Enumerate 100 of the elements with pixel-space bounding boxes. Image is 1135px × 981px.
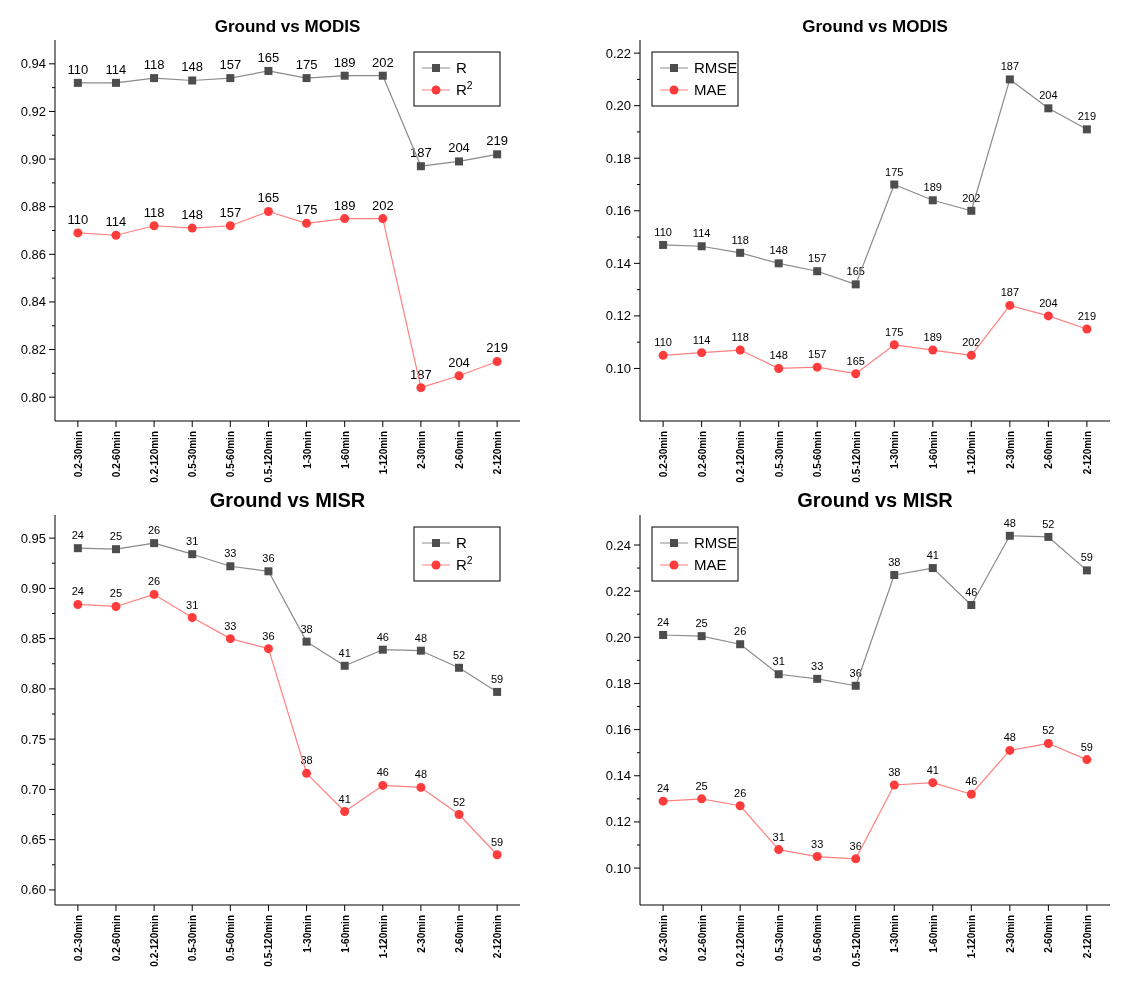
point xyxy=(492,356,502,366)
annotation: 148 xyxy=(181,207,204,223)
annotation: 219 xyxy=(1077,110,1097,123)
annotation: 189 xyxy=(923,331,942,344)
point xyxy=(188,76,197,85)
annotation: 202 xyxy=(371,197,394,213)
point xyxy=(416,162,425,171)
x-tick-label: 1-120min xyxy=(966,915,978,959)
x-tick-label: 2-60min xyxy=(1043,431,1055,469)
point xyxy=(73,78,82,87)
y-tick-label: 0.12 xyxy=(605,814,631,830)
point xyxy=(378,214,388,224)
annotation: 219 xyxy=(1077,310,1097,323)
annotation: 204 xyxy=(1039,296,1058,309)
annotation: 114 xyxy=(105,61,127,77)
x-tick-label: 0.5-30min xyxy=(773,431,785,478)
annotation: 52 xyxy=(452,648,466,661)
point xyxy=(492,850,502,860)
annotation: 148 xyxy=(181,59,204,75)
annotation: 202 xyxy=(371,54,394,70)
x-tick-label: 1-60min xyxy=(927,431,939,469)
y-tick-label: 0.65 xyxy=(20,832,46,848)
annotation: 25 xyxy=(695,779,708,792)
annotation: 52 xyxy=(452,795,466,808)
point xyxy=(812,362,822,372)
point xyxy=(340,661,349,670)
point xyxy=(455,663,464,672)
annotation: 38 xyxy=(300,754,313,767)
x-tick-label: 0.5-30min xyxy=(773,915,785,962)
point xyxy=(966,789,976,799)
annotation: 59 xyxy=(491,835,504,848)
point xyxy=(1005,300,1015,310)
point xyxy=(1082,566,1091,575)
annotation: 31 xyxy=(772,655,785,668)
point xyxy=(226,74,235,83)
point xyxy=(416,646,425,655)
point xyxy=(736,640,745,649)
x-tick-label: 0.2-30min xyxy=(658,431,670,478)
point xyxy=(1043,738,1053,748)
point xyxy=(188,550,197,559)
x-tick-label: 0.2-30min xyxy=(72,915,84,962)
x-tick-label: 1-60min xyxy=(927,915,939,953)
annotation: 118 xyxy=(143,204,165,220)
annotation: 157 xyxy=(219,57,242,73)
point xyxy=(302,637,311,646)
annotation: 189 xyxy=(923,181,942,194)
point xyxy=(416,383,426,393)
annotation: 157 xyxy=(808,348,827,361)
y-tick-label: 0.90 xyxy=(20,580,46,596)
point xyxy=(1005,745,1015,755)
annotation: 189 xyxy=(333,197,356,213)
x-tick-label: 0.5-60min xyxy=(225,431,237,478)
annotation: 157 xyxy=(219,204,242,220)
annotation: 31 xyxy=(186,535,199,548)
x-tick-label: 2-120min xyxy=(492,915,504,959)
x-tick-label: 0.5-60min xyxy=(812,431,824,478)
annotation: 148 xyxy=(769,349,788,362)
x-tick-label: 1-120min xyxy=(966,431,978,475)
annotation: 46 xyxy=(965,775,978,788)
x-tick-label: 0.5-30min xyxy=(187,915,199,962)
point xyxy=(1044,532,1053,541)
annotation: 48 xyxy=(414,768,428,781)
x-tick-label: 1-120min xyxy=(377,431,389,475)
chart-title: Ground vs MODIS xyxy=(802,17,948,36)
point xyxy=(928,345,938,355)
x-tick-label: 2-60min xyxy=(1043,915,1055,953)
x-tick-label: 2-30min xyxy=(415,915,427,953)
x-tick-label: 0.2-120min xyxy=(149,431,161,483)
annotation: 165 xyxy=(846,354,865,367)
x-tick-label: 2-30min xyxy=(1004,915,1016,953)
x-tick-label: 2-120min xyxy=(1081,431,1093,475)
annotation: 204 xyxy=(1039,89,1058,102)
x-tick-label: 0.2-60min xyxy=(696,431,708,478)
y-tick-label: 0.24 xyxy=(605,537,631,553)
y-tick-label: 0.14 xyxy=(605,768,631,784)
x-tick-label: 0.2-120min xyxy=(149,915,161,967)
point xyxy=(774,670,783,679)
x-tick-label: 2-60min xyxy=(454,431,466,469)
x-tick-label: 0.2-60min xyxy=(110,915,122,962)
annotation: 59 xyxy=(1080,740,1094,753)
point xyxy=(774,259,783,268)
annotation: 157 xyxy=(808,252,827,265)
point xyxy=(263,206,273,216)
legend-label: R$^{2}$ xyxy=(456,79,473,99)
annotation: 204 xyxy=(448,354,470,370)
point xyxy=(889,340,899,350)
point xyxy=(150,539,159,548)
point xyxy=(454,810,464,820)
point xyxy=(812,852,822,862)
annotation: 33 xyxy=(224,619,237,632)
annotation: 204 xyxy=(448,140,470,156)
annotation: 25 xyxy=(109,587,123,600)
x-tick-label: 0.5-120min xyxy=(850,431,862,483)
x-tick-label: 0.5-30min xyxy=(187,431,199,478)
annotation: 165 xyxy=(846,265,865,278)
annotation: 36 xyxy=(262,552,275,565)
point xyxy=(416,782,426,792)
point xyxy=(967,601,976,609)
legend-label: R$^{2}$ xyxy=(456,554,473,574)
x-tick-label: 1-30min xyxy=(889,431,901,469)
